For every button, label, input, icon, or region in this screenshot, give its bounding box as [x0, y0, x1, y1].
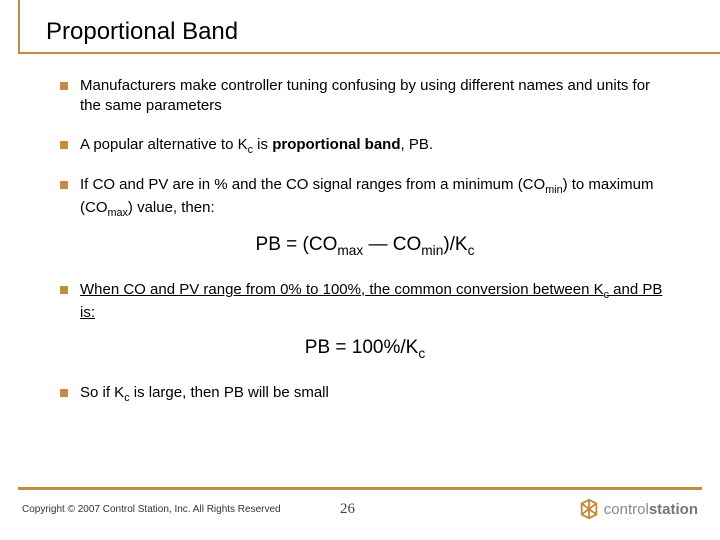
- bullet-icon: [60, 141, 68, 149]
- slide: Proportional Band Manufacturers make con…: [0, 0, 720, 540]
- logo: controlstation: [578, 498, 698, 520]
- bullet-item: So if Kc is large, then PB will be small: [60, 383, 670, 406]
- bullet-icon: [60, 389, 68, 397]
- bullet-text: So if Kc is large, then PB will be small: [80, 383, 329, 406]
- footer: Copyright © 2007 Control Station, Inc. A…: [0, 487, 720, 520]
- bullet-item: Manufacturers make controller tuning con…: [60, 76, 670, 117]
- formula: PB = (COmax — COmin)/Kc: [60, 234, 670, 258]
- bullet-icon: [60, 82, 68, 90]
- footer-row: Copyright © 2007 Control Station, Inc. A…: [0, 498, 720, 520]
- title-notch: [18, 0, 20, 52]
- bullet-icon: [60, 181, 68, 189]
- bullet-text: When CO and PV range from 0% to 100%, th…: [80, 280, 670, 323]
- bullet-text: If CO and PV are in % and the CO signal …: [80, 175, 670, 220]
- bullet-icon: [60, 286, 68, 294]
- logo-icon: [578, 498, 600, 520]
- footer-line: [18, 487, 702, 490]
- bullet-text: A popular alternative to Kc is proportio…: [80, 135, 433, 158]
- bullet-item: When CO and PV range from 0% to 100%, th…: [60, 280, 670, 323]
- copyright-text: Copyright © 2007 Control Station, Inc. A…: [22, 504, 281, 515]
- formula: PB = 100%/Kc: [60, 337, 670, 361]
- title-underline: [18, 52, 720, 54]
- bullet-text: Manufacturers make controller tuning con…: [80, 76, 670, 117]
- bullet-item: If CO and PV are in % and the CO signal …: [60, 175, 670, 220]
- bullet-item: A popular alternative to Kc is proportio…: [60, 135, 670, 158]
- slide-title: Proportional Band: [46, 18, 720, 52]
- logo-text: controlstation: [604, 501, 698, 518]
- page-number: 26: [340, 501, 355, 518]
- content-area: Manufacturers make controller tuning con…: [0, 52, 720, 405]
- title-area: Proportional Band: [0, 0, 720, 52]
